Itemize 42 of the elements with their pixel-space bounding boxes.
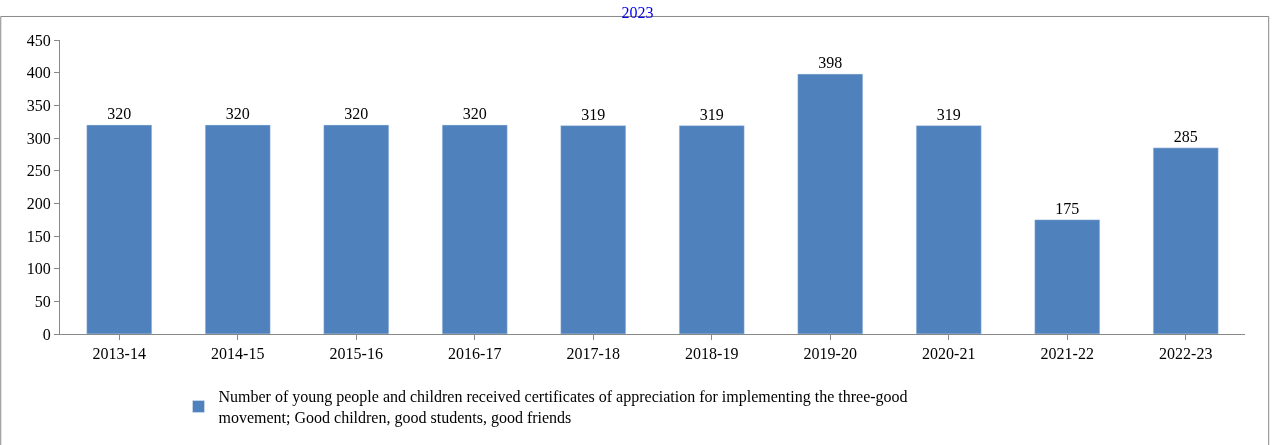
y-tick-label: 0 <box>42 325 51 343</box>
x-tick-label: 2018-19 <box>685 345 739 363</box>
x-tick-label: 2021-22 <box>1040 345 1094 363</box>
bar <box>678 125 745 334</box>
x-tick-label: 2020-21 <box>922 345 976 363</box>
data-label: 285 <box>1173 127 1198 145</box>
bar <box>1152 147 1219 334</box>
x-tick-label: 2017-18 <box>566 345 620 363</box>
x-tick-label: 2019-20 <box>803 345 857 363</box>
bar <box>204 124 271 334</box>
data-label: 398 <box>818 53 843 71</box>
data-label: 319 <box>936 105 961 123</box>
x-tick-label: 2022-23 <box>1159 345 1213 363</box>
data-label: 175 <box>1055 199 1080 217</box>
x-tick-label: 2014-15 <box>211 345 265 363</box>
y-tick-label: 50 <box>34 292 51 310</box>
bar <box>797 73 864 334</box>
y-tick-label: 400 <box>26 64 51 82</box>
y-tick-label: 300 <box>26 129 51 147</box>
bar <box>441 124 508 334</box>
bar <box>915 125 982 334</box>
data-label: 320 <box>107 104 132 122</box>
bar <box>1034 219 1101 334</box>
bar <box>560 125 627 334</box>
x-tick-label: 2016-17 <box>448 345 502 363</box>
y-tick-label: 250 <box>26 162 51 180</box>
y-tick-label: 100 <box>26 260 51 278</box>
data-label: 320 <box>344 104 369 122</box>
x-tick-label: 2013-14 <box>92 345 146 363</box>
legend-label: Number of young people and children received certificates of appreciation for implementing the three-good movement; Good children, good students, good friends <box>218 388 908 428</box>
bar <box>86 124 153 334</box>
data-label: 319 <box>699 105 724 123</box>
x-tick-label: 2015-16 <box>329 345 383 363</box>
data-label: 320 <box>225 104 250 122</box>
y-tick-label: 200 <box>26 194 51 212</box>
data-label: 319 <box>581 105 606 123</box>
y-tick-label: 450 <box>26 31 51 49</box>
y-tick-label: 150 <box>26 227 51 245</box>
chart-title: 2023 <box>621 3 654 21</box>
data-label: 320 <box>462 104 487 122</box>
y-tick-label: 350 <box>26 96 51 114</box>
bar <box>323 124 390 334</box>
